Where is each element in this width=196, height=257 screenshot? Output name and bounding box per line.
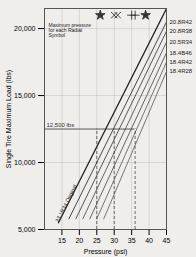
svg-text:25: 25 <box>93 237 101 244</box>
svg-text:20,000: 20,000 <box>14 25 36 32</box>
svg-text:Pressure (psi): Pressure (psi) <box>84 248 128 256</box>
svg-text:15: 15 <box>58 237 66 244</box>
svg-text:20.5R34: 20.5R34 <box>170 39 193 45</box>
svg-text:10,000: 10,000 <box>14 159 36 166</box>
svg-text:20: 20 <box>75 237 83 244</box>
svg-text:33.1R34 Original: 33.1R34 Original <box>54 184 78 224</box>
svg-text:18.4R42: 18.4R42 <box>170 59 193 65</box>
svg-text:15,000: 15,000 <box>14 92 36 99</box>
svg-text:12,500 lbs: 12,500 lbs <box>47 122 75 128</box>
svg-text:18.4R28: 18.4R28 <box>170 68 193 74</box>
svg-text:40: 40 <box>145 237 153 244</box>
svg-text:35: 35 <box>128 237 136 244</box>
svg-text:30: 30 <box>110 237 118 244</box>
svg-text:Single Tire Maximum Load (lbs): Single Tire Maximum Load (lbs) <box>5 70 13 168</box>
svg-text:20.8R42: 20.8R42 <box>170 19 193 25</box>
svg-text:5,000: 5,000 <box>18 226 36 233</box>
svg-text:18.4B46: 18.4B46 <box>170 50 193 56</box>
svg-text:Maximum pressurefor each Radia: Maximum pressurefor each RadialSymbol <box>49 22 92 38</box>
svg-text:20.8R38: 20.8R38 <box>170 28 193 34</box>
svg-text:45: 45 <box>163 237 171 244</box>
